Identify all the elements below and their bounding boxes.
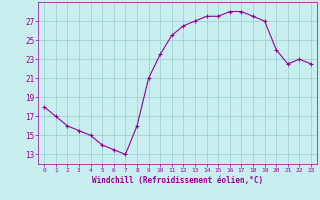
X-axis label: Windchill (Refroidissement éolien,°C): Windchill (Refroidissement éolien,°C)	[92, 176, 263, 185]
